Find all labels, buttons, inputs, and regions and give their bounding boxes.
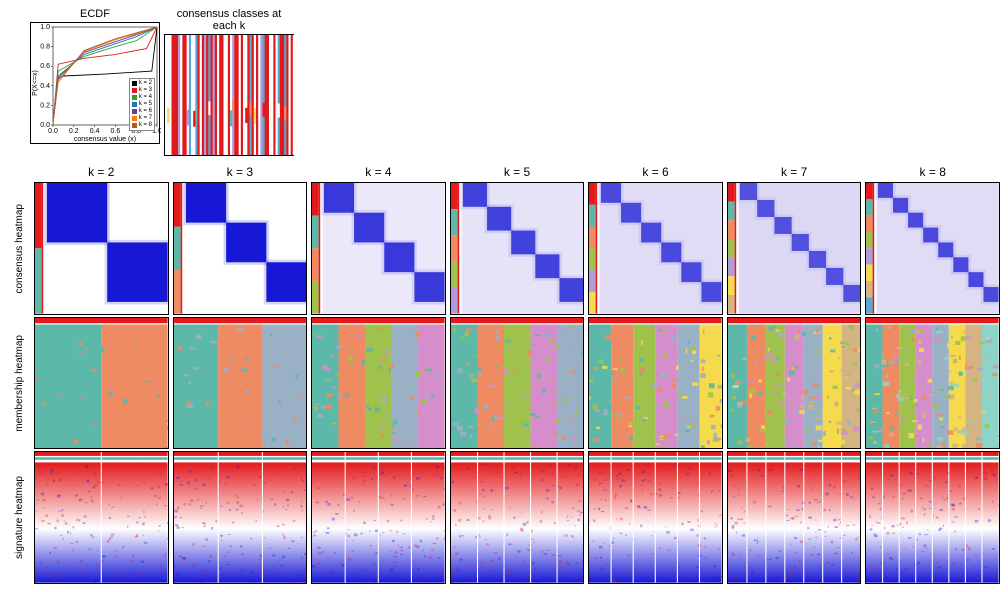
svg-text:0.0: 0.0 bbox=[48, 128, 58, 135]
membership-k8 bbox=[865, 317, 1000, 450]
ecdf-title: ECDF bbox=[30, 8, 160, 20]
signature-k5 bbox=[450, 451, 585, 584]
consensus-k6 bbox=[588, 182, 723, 315]
col-header-k6: k = 6 bbox=[588, 165, 723, 179]
signature-k4 bbox=[311, 451, 446, 584]
svg-text:0.2: 0.2 bbox=[69, 128, 79, 135]
consensus-k2 bbox=[34, 182, 169, 315]
row-label-1: membership heatmap bbox=[14, 335, 25, 432]
signature-k8 bbox=[865, 451, 1000, 584]
svg-text:0.4: 0.4 bbox=[90, 128, 100, 135]
signature-k2 bbox=[34, 451, 169, 584]
membership-k2 bbox=[34, 317, 169, 450]
svg-text:0.4: 0.4 bbox=[40, 83, 50, 90]
svg-text:0.6: 0.6 bbox=[40, 63, 50, 70]
col-header-k4: k = 4 bbox=[311, 165, 446, 179]
svg-text:0.6: 0.6 bbox=[111, 128, 121, 135]
membership-k6 bbox=[588, 317, 723, 450]
row-label-0: consensus heatmap bbox=[14, 204, 25, 294]
col-header-k2: k = 2 bbox=[34, 165, 169, 179]
consensus-k7 bbox=[727, 182, 862, 315]
consensus-classes-plot bbox=[164, 34, 294, 156]
ecdf-plot: 0.00.20.40.60.81.00.00.20.40.60.81.0P(X<… bbox=[30, 22, 160, 144]
ecdf-legend: k = 2k = 3k = 4k = 5k = 6k = 7k = 8 bbox=[129, 78, 155, 131]
svg-text:1.0: 1.0 bbox=[40, 24, 50, 31]
consensus-k8 bbox=[865, 182, 1000, 315]
col-header-k5: k = 5 bbox=[450, 165, 585, 179]
signature-k3 bbox=[173, 451, 308, 584]
svg-text:0.8: 0.8 bbox=[40, 44, 50, 51]
signature-k6 bbox=[588, 451, 723, 584]
svg-text:P(X<=x): P(X<=x) bbox=[32, 70, 39, 96]
row-label-2: signature heatmap bbox=[14, 476, 25, 559]
cc-title: consensus classes at each k bbox=[164, 8, 294, 32]
svg-text:0.2: 0.2 bbox=[40, 102, 50, 109]
consensus-k5 bbox=[450, 182, 585, 315]
signature-k7 bbox=[727, 451, 862, 584]
col-header-k8: k = 8 bbox=[865, 165, 1000, 179]
svg-text:consensus value (x): consensus value (x) bbox=[74, 136, 136, 143]
consensus-k4 bbox=[311, 182, 446, 315]
consensus-k3 bbox=[173, 182, 308, 315]
membership-k5 bbox=[450, 317, 585, 450]
membership-k7 bbox=[727, 317, 862, 450]
svg-text:0.0: 0.0 bbox=[40, 122, 50, 129]
col-header-k3: k = 3 bbox=[173, 165, 308, 179]
col-header-k7: k = 7 bbox=[727, 165, 862, 179]
membership-k4 bbox=[311, 317, 446, 450]
membership-k3 bbox=[173, 317, 308, 450]
